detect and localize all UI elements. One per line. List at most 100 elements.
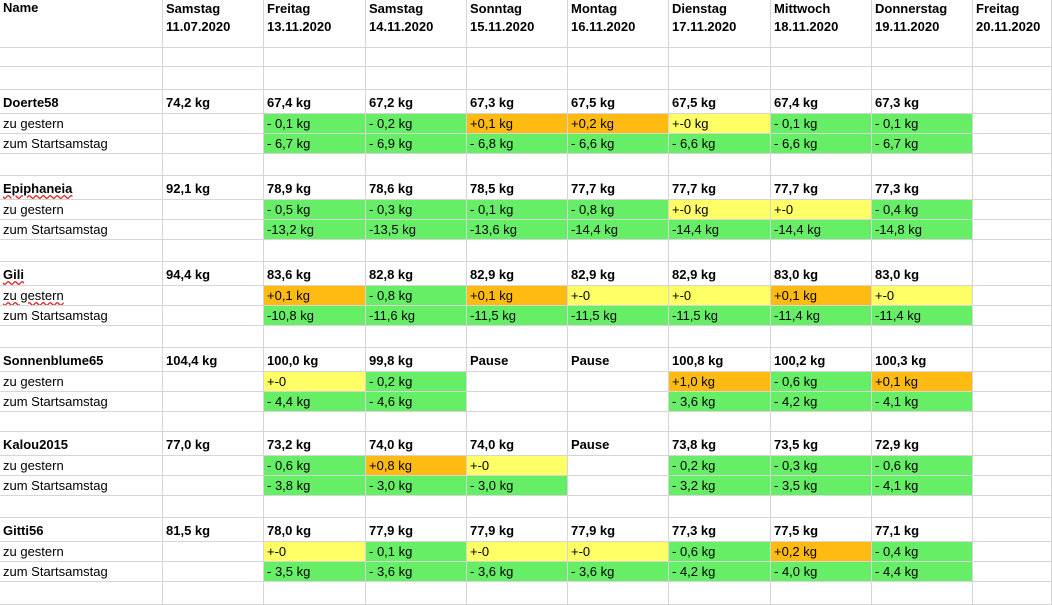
daily-change-cell[interactable]: +0,1 kg — [467, 114, 568, 134]
empty-cell[interactable] — [973, 48, 1052, 67]
total-change-cell[interactable]: - 3,2 kg — [669, 476, 771, 496]
empty-cell[interactable] — [366, 67, 467, 90]
daily-change-cell[interactable] — [467, 372, 568, 392]
header-day-cell[interactable]: Samstag 11.07.2020 — [163, 0, 264, 48]
weight-cell[interactable]: 67,3 kg — [872, 90, 973, 114]
empty-cell[interactable] — [973, 240, 1052, 262]
daily-change-cell[interactable]: +0,8 kg — [366, 456, 467, 476]
empty-cell[interactable] — [568, 496, 669, 518]
total-change-cell[interactable] — [163, 562, 264, 582]
weight-cell[interactable]: 83,6 kg — [264, 262, 366, 286]
total-change-cell[interactable]: -14,8 kg — [872, 220, 973, 240]
total-change-cell[interactable] — [973, 220, 1052, 240]
empty-cell[interactable] — [771, 154, 872, 176]
daily-change-cell[interactable] — [973, 200, 1052, 220]
weight-cell[interactable]: 73,5 kg — [771, 432, 872, 456]
participant-name-cell[interactable]: Doerte58 — [0, 90, 163, 114]
daily-change-cell[interactable]: - 0,2 kg — [366, 372, 467, 392]
daily-change-label[interactable]: zu gestern — [0, 114, 163, 134]
daily-change-cell[interactable]: - 0,1 kg — [771, 114, 872, 134]
empty-cell[interactable] — [872, 326, 973, 348]
total-change-cell[interactable]: - 3,6 kg — [568, 562, 669, 582]
weight-cell[interactable]: 94,4 kg — [163, 262, 264, 286]
daily-change-label[interactable]: zu gestern — [0, 456, 163, 476]
total-change-cell[interactable] — [568, 476, 669, 496]
weight-cell[interactable]: 74,0 kg — [366, 432, 467, 456]
empty-cell[interactable] — [568, 412, 669, 432]
daily-change-cell[interactable]: - 0,1 kg — [872, 114, 973, 134]
weight-cell[interactable] — [973, 518, 1052, 542]
header-day-cell[interactable]: Dienstag 17.11.2020 — [669, 0, 771, 48]
weight-cell[interactable]: 77,1 kg — [872, 518, 973, 542]
daily-change-cell[interactable]: - 0,8 kg — [366, 286, 467, 306]
participant-name-cell[interactable]: Kalou2015 — [0, 432, 163, 456]
empty-cell[interactable] — [366, 496, 467, 518]
total-change-cell[interactable]: - 6,6 kg — [568, 134, 669, 154]
empty-cell[interactable] — [264, 154, 366, 176]
daily-change-cell[interactable]: - 0,5 kg — [264, 200, 366, 220]
daily-change-cell[interactable] — [163, 542, 264, 562]
empty-cell[interactable] — [366, 240, 467, 262]
weight-cell[interactable]: 82,8 kg — [366, 262, 467, 286]
total-change-cell[interactable]: - 6,6 kg — [669, 134, 771, 154]
weight-cell[interactable] — [973, 262, 1052, 286]
empty-cell[interactable] — [467, 67, 568, 90]
total-change-cell[interactable]: -11,5 kg — [568, 306, 669, 326]
total-change-cell[interactable]: - 6,7 kg — [872, 134, 973, 154]
daily-change-cell[interactable]: - 0,6 kg — [264, 456, 366, 476]
empty-cell[interactable] — [163, 154, 264, 176]
total-change-cell[interactable]: - 4,4 kg — [264, 392, 366, 412]
weight-cell[interactable]: 83,0 kg — [771, 262, 872, 286]
weight-cell[interactable]: 100,8 kg — [669, 348, 771, 372]
empty-cell[interactable] — [0, 67, 163, 90]
daily-change-cell[interactable]: +-0 — [568, 286, 669, 306]
empty-cell[interactable] — [366, 48, 467, 67]
empty-cell[interactable] — [264, 582, 366, 605]
daily-change-cell[interactable]: +-0 — [467, 456, 568, 476]
empty-cell[interactable] — [264, 412, 366, 432]
empty-cell[interactable] — [264, 496, 366, 518]
empty-cell[interactable] — [163, 496, 264, 518]
empty-cell[interactable] — [467, 496, 568, 518]
empty-cell[interactable] — [872, 67, 973, 90]
empty-cell[interactable] — [366, 582, 467, 605]
total-change-cell[interactable] — [973, 306, 1052, 326]
daily-change-cell[interactable] — [163, 456, 264, 476]
empty-cell[interactable] — [467, 412, 568, 432]
total-change-cell[interactable]: - 3,0 kg — [467, 476, 568, 496]
weight-cell[interactable]: 81,5 kg — [163, 518, 264, 542]
empty-cell[interactable] — [467, 240, 568, 262]
daily-change-cell[interactable] — [973, 114, 1052, 134]
empty-cell[interactable] — [0, 582, 163, 605]
empty-cell[interactable] — [366, 412, 467, 432]
weight-cell[interactable]: Pause — [568, 348, 669, 372]
empty-cell[interactable] — [568, 582, 669, 605]
weight-cell[interactable]: 67,4 kg — [771, 90, 872, 114]
daily-change-label[interactable]: zu gestern — [0, 286, 163, 306]
daily-change-cell[interactable]: +-0 — [669, 286, 771, 306]
empty-cell[interactable] — [872, 48, 973, 67]
total-change-cell[interactable] — [163, 476, 264, 496]
empty-cell[interactable] — [163, 582, 264, 605]
total-change-label[interactable]: zum Startsamstag — [0, 562, 163, 582]
weight-cell[interactable] — [973, 348, 1052, 372]
total-change-cell[interactable]: - 3,8 kg — [264, 476, 366, 496]
weight-cell[interactable]: 74,2 kg — [163, 90, 264, 114]
empty-cell[interactable] — [163, 412, 264, 432]
daily-change-cell[interactable]: - 0,1 kg — [366, 542, 467, 562]
empty-cell[interactable] — [568, 48, 669, 67]
weight-cell[interactable]: 67,3 kg — [467, 90, 568, 114]
daily-change-cell[interactable]: +-0 — [771, 200, 872, 220]
daily-change-cell[interactable]: - 0,3 kg — [366, 200, 467, 220]
total-change-cell[interactable]: - 4,2 kg — [771, 392, 872, 412]
daily-change-cell[interactable]: +0,1 kg — [771, 286, 872, 306]
empty-cell[interactable] — [467, 582, 568, 605]
participant-name-cell[interactable]: Sonnenblume65 — [0, 348, 163, 372]
empty-cell[interactable] — [568, 326, 669, 348]
daily-change-cell[interactable]: +-0 — [264, 372, 366, 392]
daily-change-cell[interactable]: +0,1 kg — [264, 286, 366, 306]
daily-change-cell[interactable]: +0,1 kg — [872, 372, 973, 392]
total-change-label[interactable]: zum Startsamstag — [0, 392, 163, 412]
weight-cell[interactable]: 104,4 kg — [163, 348, 264, 372]
weight-cell[interactable]: 67,5 kg — [568, 90, 669, 114]
